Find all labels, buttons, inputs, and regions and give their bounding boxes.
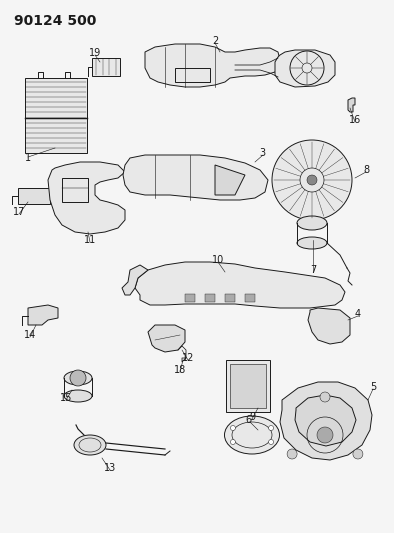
Text: 1: 1: [25, 153, 31, 163]
FancyBboxPatch shape: [92, 58, 120, 76]
Text: 18: 18: [174, 365, 186, 375]
FancyBboxPatch shape: [226, 360, 270, 412]
Text: 2: 2: [212, 36, 218, 46]
Text: 13: 13: [104, 463, 116, 473]
Ellipse shape: [297, 216, 327, 230]
Ellipse shape: [64, 390, 92, 402]
Ellipse shape: [297, 237, 327, 249]
Text: 5: 5: [370, 382, 376, 392]
Polygon shape: [308, 308, 350, 344]
Text: 3: 3: [259, 148, 265, 158]
Text: 8: 8: [363, 165, 369, 175]
Circle shape: [353, 449, 363, 459]
Circle shape: [307, 175, 317, 185]
Circle shape: [70, 370, 86, 386]
Text: 19: 19: [89, 48, 101, 58]
Ellipse shape: [74, 435, 106, 455]
Ellipse shape: [64, 371, 92, 385]
Polygon shape: [215, 165, 245, 195]
Polygon shape: [123, 155, 268, 200]
Circle shape: [272, 140, 352, 220]
FancyBboxPatch shape: [230, 364, 266, 408]
FancyBboxPatch shape: [18, 188, 50, 204]
Text: 17: 17: [13, 207, 25, 217]
Polygon shape: [135, 262, 345, 308]
Text: 7: 7: [310, 265, 316, 275]
FancyBboxPatch shape: [185, 294, 195, 302]
Text: 4: 4: [355, 309, 361, 319]
Text: 15: 15: [60, 393, 72, 403]
Text: 11: 11: [84, 235, 96, 245]
Polygon shape: [148, 325, 185, 352]
FancyBboxPatch shape: [205, 294, 215, 302]
Polygon shape: [122, 265, 148, 295]
Polygon shape: [348, 98, 355, 112]
Text: 16: 16: [349, 115, 361, 125]
Text: 90124 500: 90124 500: [14, 14, 97, 28]
Text: 9: 9: [249, 412, 255, 422]
Text: 10: 10: [212, 255, 224, 265]
Text: 12: 12: [182, 353, 194, 363]
Circle shape: [287, 449, 297, 459]
Circle shape: [269, 440, 273, 445]
Circle shape: [230, 425, 236, 431]
Circle shape: [320, 392, 330, 402]
FancyBboxPatch shape: [25, 78, 87, 153]
Polygon shape: [145, 44, 280, 87]
Circle shape: [269, 425, 273, 431]
Circle shape: [317, 427, 333, 443]
Circle shape: [230, 440, 236, 445]
FancyBboxPatch shape: [225, 294, 235, 302]
Polygon shape: [280, 382, 372, 460]
Text: 6: 6: [245, 415, 251, 425]
Ellipse shape: [225, 416, 279, 454]
Text: 14: 14: [24, 330, 36, 340]
FancyBboxPatch shape: [245, 294, 255, 302]
Polygon shape: [295, 395, 356, 446]
Polygon shape: [28, 305, 58, 325]
Polygon shape: [275, 50, 335, 87]
Polygon shape: [48, 162, 125, 234]
